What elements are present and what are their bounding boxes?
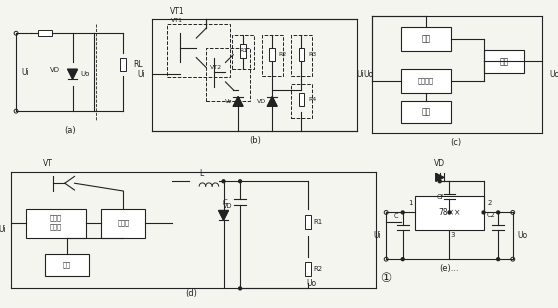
- Bar: [101, 209, 145, 238]
- Bar: [401, 27, 451, 51]
- Bar: [484, 50, 525, 73]
- Polygon shape: [436, 173, 444, 181]
- Text: (e)...: (e)...: [440, 264, 459, 274]
- Text: 基準: 基準: [421, 107, 431, 117]
- Polygon shape: [68, 69, 78, 79]
- Circle shape: [239, 287, 242, 290]
- Text: R2: R2: [314, 266, 323, 272]
- Text: Uc: Uc: [550, 70, 558, 79]
- Text: L: L: [199, 169, 203, 178]
- Polygon shape: [233, 96, 243, 106]
- Text: VT1: VT1: [171, 18, 183, 23]
- Text: C2: C2: [487, 212, 496, 218]
- Bar: [240, 44, 246, 58]
- Text: Cf: Cf: [436, 194, 443, 200]
- Text: 調整: 調整: [421, 34, 431, 44]
- Bar: [262, 35, 283, 76]
- Bar: [26, 209, 86, 238]
- Bar: [39, 30, 52, 36]
- Text: R1: R1: [314, 219, 323, 225]
- Text: Vz: Vz: [225, 99, 232, 104]
- Text: Ui: Ui: [373, 231, 381, 240]
- Text: VD: VD: [50, 67, 60, 73]
- Text: VD: VD: [257, 99, 266, 104]
- Bar: [401, 101, 451, 123]
- Text: R2: R2: [279, 52, 287, 57]
- Text: 放稳: 放稳: [499, 57, 509, 66]
- Circle shape: [497, 211, 499, 214]
- Circle shape: [438, 180, 441, 183]
- Bar: [291, 35, 312, 76]
- Text: 2: 2: [487, 200, 492, 206]
- Text: VT2: VT2: [210, 65, 222, 70]
- Text: Uo: Uo: [364, 70, 374, 79]
- Bar: [167, 23, 230, 77]
- Text: (d): (d): [185, 289, 198, 298]
- Text: VD: VD: [223, 203, 232, 209]
- Text: Ui: Ui: [0, 225, 6, 234]
- Text: (c): (c): [451, 138, 462, 147]
- Text: ①: ①: [381, 272, 392, 285]
- Bar: [45, 254, 89, 276]
- Bar: [299, 48, 304, 62]
- Text: 基準: 基準: [62, 262, 71, 268]
- Text: 78××: 78××: [438, 208, 461, 217]
- Text: R1: R1: [239, 48, 247, 53]
- Text: RL: RL: [133, 60, 143, 69]
- Text: Uo: Uo: [80, 71, 90, 77]
- Circle shape: [401, 258, 404, 261]
- Text: VT: VT: [44, 159, 53, 168]
- Bar: [291, 84, 312, 118]
- Polygon shape: [267, 96, 277, 106]
- Text: Ui: Ui: [137, 70, 145, 79]
- Text: 矩形波: 矩形波: [50, 214, 62, 221]
- Text: C: C: [223, 199, 228, 205]
- Circle shape: [497, 258, 499, 261]
- Circle shape: [239, 180, 242, 183]
- Text: 發生器: 發生器: [50, 224, 62, 230]
- Text: Uo: Uo: [518, 231, 528, 240]
- Bar: [415, 196, 484, 230]
- Polygon shape: [219, 210, 228, 220]
- Bar: [299, 93, 304, 106]
- Circle shape: [222, 180, 225, 183]
- Text: R4: R4: [308, 97, 316, 102]
- Text: 3: 3: [450, 232, 455, 238]
- Circle shape: [482, 211, 485, 214]
- Bar: [121, 58, 126, 71]
- Bar: [270, 48, 275, 62]
- Text: Ui: Ui: [356, 70, 364, 79]
- Bar: [305, 215, 311, 229]
- Text: C: C: [393, 213, 398, 219]
- Bar: [232, 35, 254, 69]
- Text: VT1: VT1: [170, 7, 184, 16]
- Text: Ui: Ui: [21, 68, 28, 77]
- Text: (b): (b): [249, 136, 261, 145]
- Text: 1: 1: [408, 200, 413, 206]
- Text: 放大器: 放大器: [117, 220, 129, 226]
- Circle shape: [401, 211, 404, 214]
- Text: VD: VD: [434, 159, 445, 168]
- Circle shape: [448, 211, 451, 214]
- Text: 比較放大: 比較放大: [418, 78, 434, 84]
- Bar: [305, 262, 311, 276]
- Text: Uo: Uo: [306, 279, 316, 288]
- Text: (a): (a): [64, 126, 75, 135]
- Bar: [401, 69, 451, 93]
- Bar: [206, 48, 250, 101]
- Text: R3: R3: [308, 52, 316, 57]
